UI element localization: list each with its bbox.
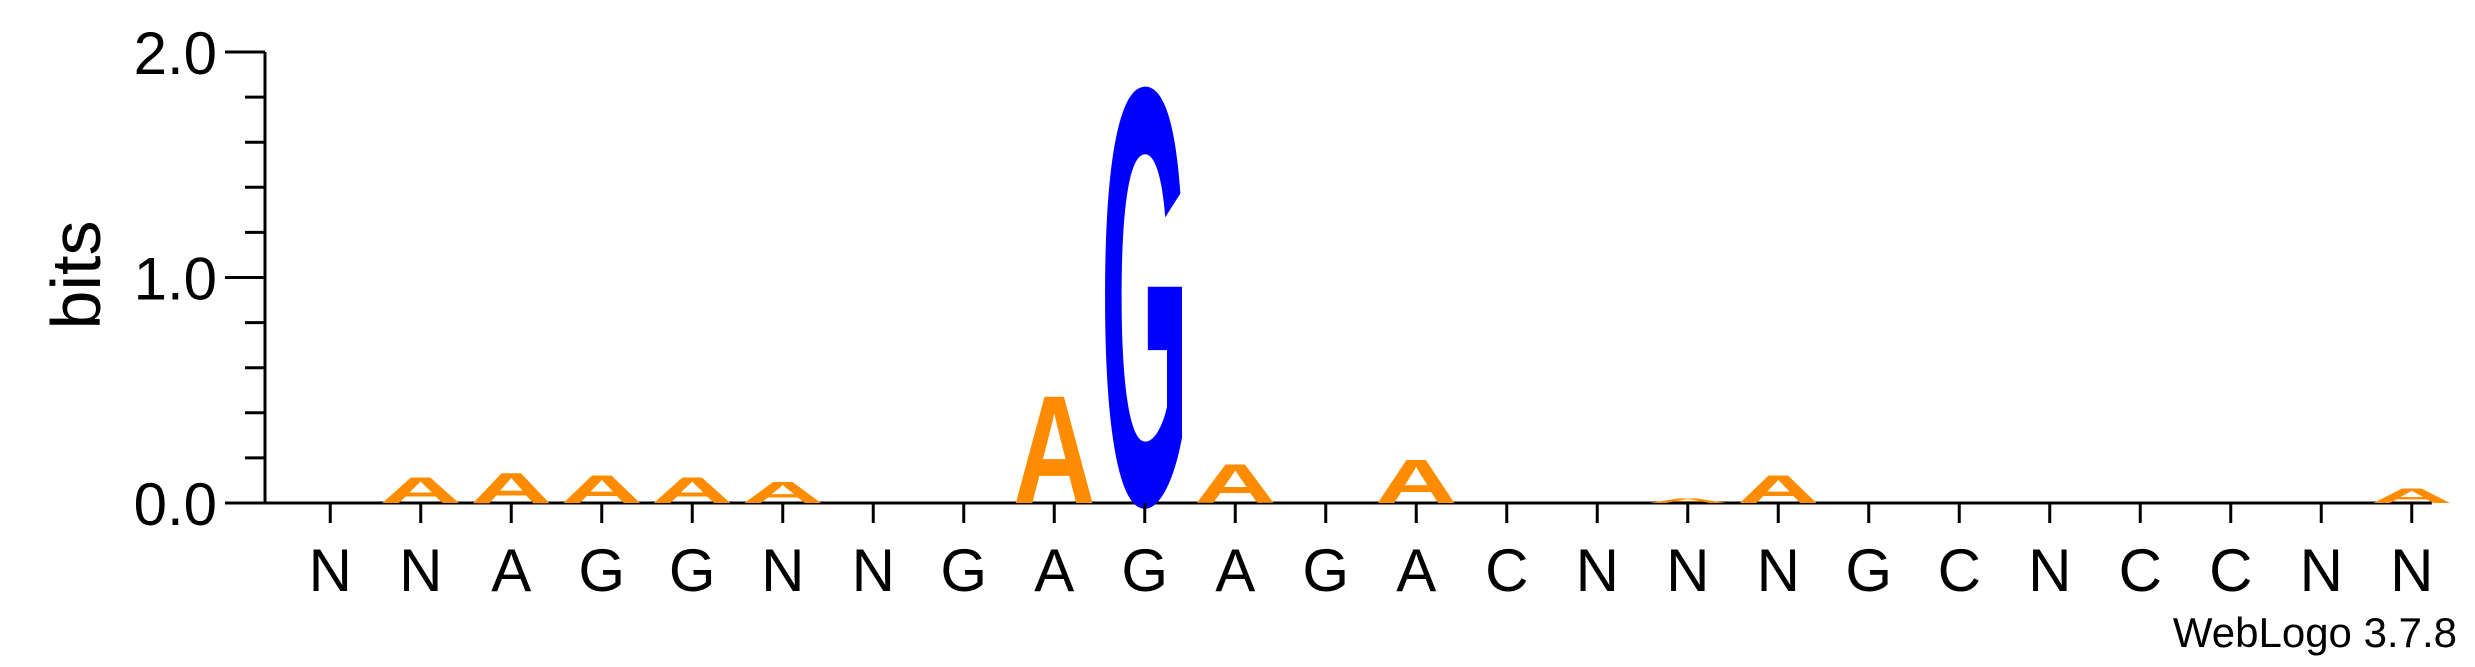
y-tick-label: 2.0	[134, 20, 217, 87]
y-tick-label: 0.0	[134, 471, 217, 538]
y-axis-label: bits	[37, 221, 115, 330]
position-label: N	[2028, 537, 2071, 604]
position-label: C	[2119, 537, 2162, 604]
y-tick-label: 1.0	[134, 246, 217, 313]
position-label: G	[1302, 537, 1349, 604]
position-label: N	[2300, 537, 2343, 604]
position-label: N	[1576, 537, 1619, 604]
position-label: G	[1845, 537, 1892, 604]
position-label: A	[1396, 537, 1436, 604]
position-label: A	[491, 537, 531, 604]
position-label: G	[940, 537, 987, 604]
position-label: N	[399, 537, 442, 604]
position-label: N	[761, 537, 804, 604]
position-label: N	[1757, 537, 1800, 604]
position-label: C	[1938, 537, 1981, 604]
position-label: N	[309, 537, 352, 604]
position-label: N	[1666, 537, 1709, 604]
weblogo-credit: WebLogo 3.7.8	[2173, 603, 2457, 663]
position-label: A	[1215, 537, 1255, 604]
position-label: G	[669, 537, 716, 604]
position-label: A	[1034, 537, 1074, 604]
position-label: C	[2209, 537, 2252, 604]
position-label: G	[1121, 537, 1168, 604]
position-label: C	[1485, 537, 1528, 604]
logo-letter-g: G	[1100, 0, 1189, 629]
position-label: N	[852, 537, 895, 604]
position-label: N	[2390, 537, 2433, 604]
axes: 0.0 1.0 2.0	[134, 20, 2432, 538]
position-label: G	[578, 537, 625, 604]
